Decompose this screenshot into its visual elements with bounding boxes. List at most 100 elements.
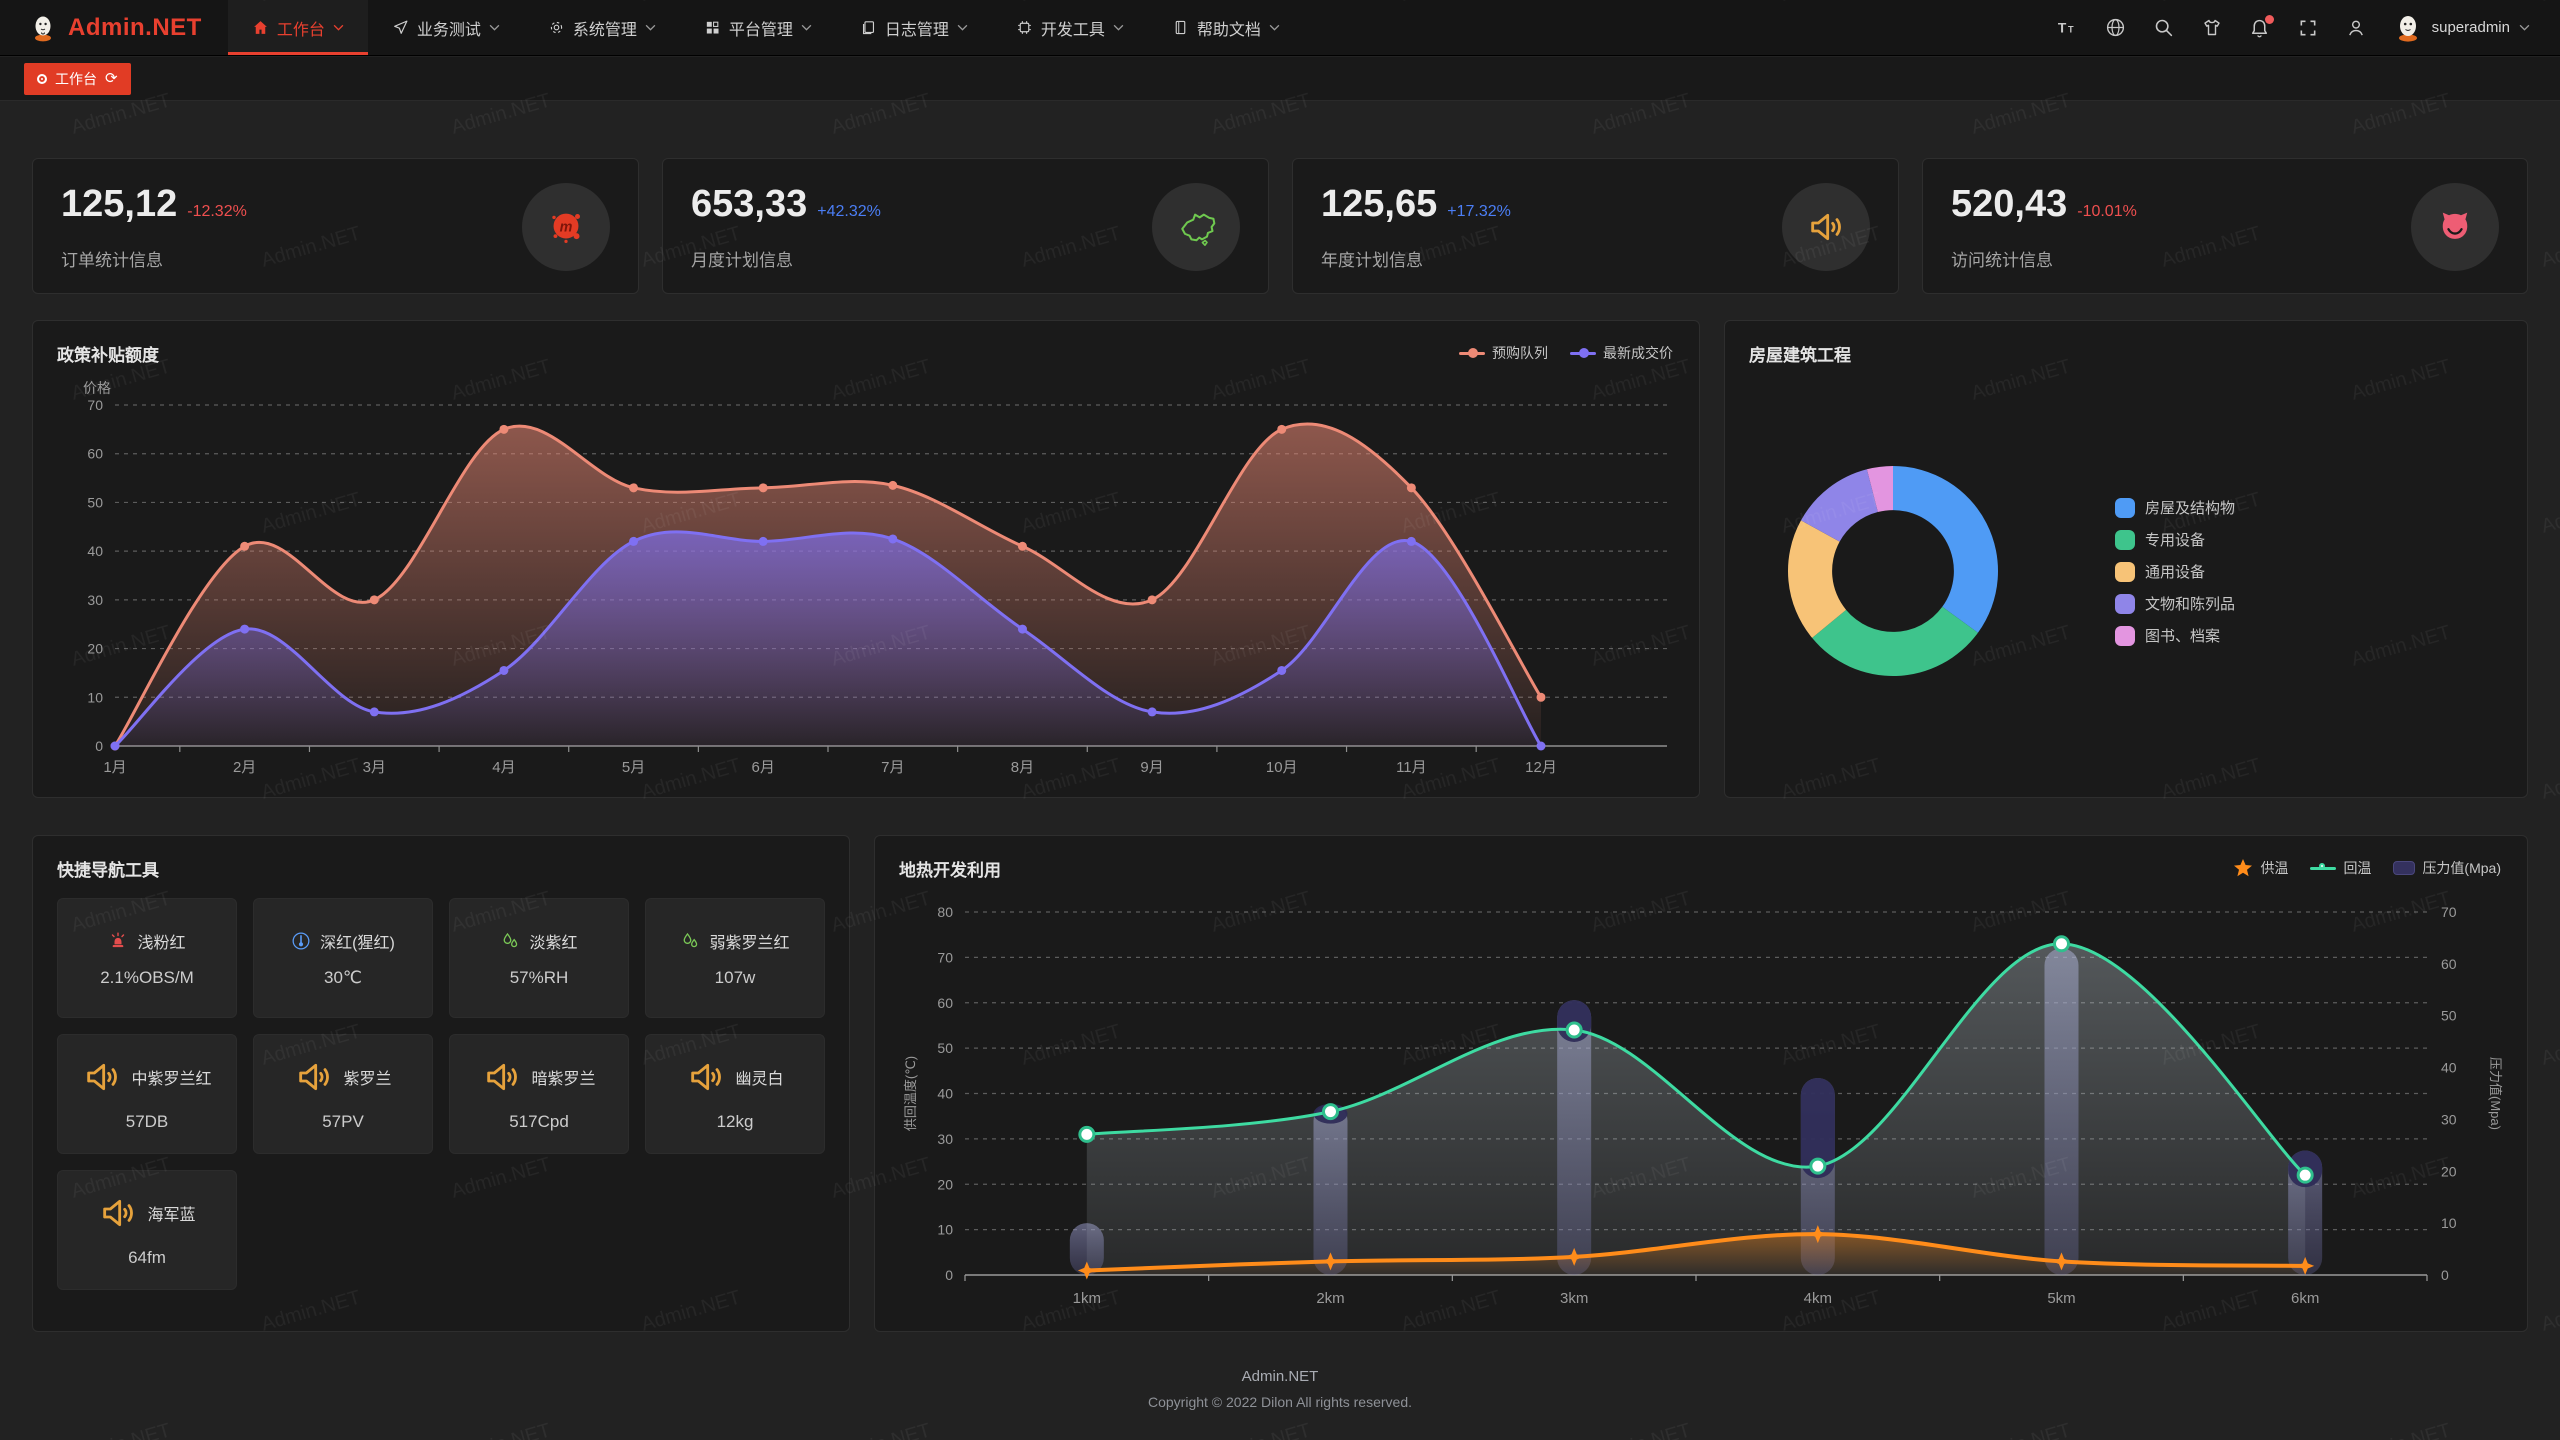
stat-value: 125,65 xyxy=(1321,183,1438,225)
svg-text:60: 60 xyxy=(87,446,103,462)
meetup-icon: m xyxy=(522,183,610,271)
svg-text:6km: 6km xyxy=(2291,1290,2319,1307)
area-chart-title: 政策补贴额度 xyxy=(57,346,159,365)
china-map-icon xyxy=(1152,183,1240,271)
book-icon xyxy=(1175,20,1186,35)
svg-text:10: 10 xyxy=(2441,1215,2457,1231)
svg-text:40: 40 xyxy=(2441,1060,2457,1076)
chevron-down-icon xyxy=(333,24,344,31)
humidity-icon xyxy=(680,931,700,951)
menu-item-dev-tools[interactable]: 开发工具 xyxy=(992,0,1148,55)
footer-app-name: Admin.NET xyxy=(1241,1368,1319,1385)
svg-text:T: T xyxy=(2058,20,2067,35)
svg-text:7月: 7月 xyxy=(881,759,904,776)
svg-text:0: 0 xyxy=(95,738,103,754)
speaker-icon xyxy=(686,1057,726,1097)
thermometer-icon xyxy=(291,931,311,951)
svg-text:3月: 3月 xyxy=(363,759,386,776)
top-navbar: Admin.NET 工作台 业务测试 系统管理 xyxy=(0,0,2560,56)
svg-text:0: 0 xyxy=(945,1267,953,1283)
mixed-chart: 0 10 20 30 40 50 60 70 80 0 10 20 30 40 50 60 70 供回温度(℃) 压… xyxy=(903,904,2503,1307)
tool-item[interactable]: 弱紫罗兰红 107w xyxy=(645,898,825,1018)
legend-item[interactable]: 回温 xyxy=(2310,858,2371,878)
pie-chart-legend: 房屋及结构物 专用设备通用设备文物和陈列品 图书、档案 xyxy=(2115,497,2235,646)
notification-badge xyxy=(2264,14,2274,24)
tool-item[interactable]: 淡紫红 57%RH xyxy=(449,898,629,1018)
legend-item[interactable]: 预购队列 xyxy=(1459,343,1548,363)
svg-text:1月: 1月 xyxy=(103,759,126,776)
chevron-down-icon xyxy=(1113,24,1124,31)
speaker-icon xyxy=(1782,183,1870,271)
tool-item[interactable]: 浅粉红 2.1%OBS/M xyxy=(57,898,237,1018)
avatar xyxy=(2398,15,2417,42)
tag-workbench[interactable]: 工作台 ⟳ xyxy=(24,62,131,95)
svg-text:30: 30 xyxy=(937,1131,953,1147)
menu-item-platform-mgmt[interactable]: 平台管理 xyxy=(680,0,836,55)
user-profile-icon[interactable] xyxy=(2345,17,2367,39)
svg-text:m: m xyxy=(560,219,573,235)
search-icon[interactable] xyxy=(2153,17,2175,39)
legend-item[interactable]: 压力值(Mpa) xyxy=(2393,858,2501,878)
language-icon[interactable] xyxy=(2105,17,2127,39)
tags-bar: 工作台 ⟳ xyxy=(0,57,2560,101)
tool-item[interactable]: 深红(猩红) 30℃ xyxy=(253,898,433,1018)
cat-icon xyxy=(2411,183,2499,271)
menu-item-log-mgmt[interactable]: 日志管理 xyxy=(836,0,992,55)
fullscreen-icon[interactable] xyxy=(2297,17,2319,39)
mixed-chart-legend: 供温 回温 压力值(Mpa) xyxy=(2233,858,2501,878)
stat-delta: -12.32% xyxy=(187,203,247,220)
speaker-icon xyxy=(482,1057,522,1097)
stat-card-yearly-plan: 125,65 +17.32% 年度计划信息 xyxy=(1292,158,1899,294)
tool-item[interactable]: 幽灵白 12kg xyxy=(645,1034,825,1154)
footer-copyright: Copyright © 2022 Dilon All rights reserv… xyxy=(1148,1394,1412,1410)
stat-label: 订单统计信息 xyxy=(61,251,163,270)
speaker-icon xyxy=(98,1193,138,1233)
legend-item[interactable]: 文物和陈列品 xyxy=(2115,593,2235,614)
theme-shirt-icon[interactable] xyxy=(2201,17,2223,39)
tool-item[interactable]: 海军蓝 64fm xyxy=(57,1170,237,1290)
gear-icon xyxy=(550,21,563,34)
menu-item-business-test[interactable]: 业务测试 xyxy=(368,0,524,55)
area-chart-card: 政策补贴额度 预购队列 最新成交价 0 10 20 30 40 50 60 70 价格 1月 2月 3月… xyxy=(32,320,1700,798)
svg-text:80: 80 xyxy=(937,904,953,920)
logo-mascot-icon xyxy=(35,16,51,41)
stat-delta: +42.32% xyxy=(817,203,881,220)
tag-refresh-icon[interactable]: ⟳ xyxy=(105,70,118,87)
app-logo[interactable]: Admin.NET xyxy=(0,0,228,55)
menu-item-workbench[interactable]: 工作台 xyxy=(227,0,368,55)
humidity-icon xyxy=(500,931,520,951)
svg-text:70: 70 xyxy=(2441,904,2457,920)
pie-chart-card: 房屋建筑工程 房屋及结构物 专用设备 通用设备 文物和陈列品 图书、档案 xyxy=(1724,320,2528,798)
legend-item[interactable]: 最新成交价 xyxy=(1570,343,1673,363)
legend-item[interactable]: 房屋及结构物 xyxy=(2115,497,2235,518)
legend-item[interactable]: 专用设备 xyxy=(2115,529,2235,550)
home-icon xyxy=(253,21,267,34)
svg-text:价格: 价格 xyxy=(83,381,111,396)
quick-nav-grid: 浅粉红 2.1%OBS/M 深红(猩红) 30℃ 淡紫红 57%RH 弱紫罗兰红… xyxy=(57,898,825,1290)
user-dropdown[interactable]: superadmin xyxy=(2393,13,2530,43)
stat-value: 520,43 xyxy=(1951,183,2068,225)
legend-item[interactable]: 供温 xyxy=(2233,858,2288,878)
menu-item-help-docs[interactable]: 帮助文档 xyxy=(1148,0,1304,55)
svg-text:2月: 2月 xyxy=(233,759,256,776)
stat-label: 访问统计信息 xyxy=(1951,251,2053,270)
svg-text:20: 20 xyxy=(2441,1163,2457,1179)
svg-text:70: 70 xyxy=(937,949,953,965)
page-footer: Admin.NET Copyright © 2022 Dilon All rig… xyxy=(0,1368,2560,1410)
tool-item[interactable]: 紫罗兰 57PV xyxy=(253,1034,433,1154)
svg-text:9月: 9月 xyxy=(1140,759,1163,776)
svg-text:40: 40 xyxy=(937,1086,953,1102)
legend-item[interactable]: 图书、档案 xyxy=(2115,625,2235,646)
tag-dot-icon xyxy=(37,73,47,84)
svg-text:60: 60 xyxy=(2441,956,2457,972)
menu-item-system-mgmt[interactable]: 系统管理 xyxy=(524,0,680,55)
svg-text:50: 50 xyxy=(937,1040,953,1056)
svg-text:8月: 8月 xyxy=(1011,759,1034,776)
stat-delta: -10.01% xyxy=(2077,203,2137,220)
speaker-icon xyxy=(294,1057,334,1097)
notification-bell-icon[interactable] xyxy=(2249,14,2274,39)
tool-item[interactable]: 暗紫罗兰 517Cpd xyxy=(449,1034,629,1154)
legend-item[interactable]: 通用设备 xyxy=(2115,561,2235,582)
tool-item[interactable]: 中紫罗兰红 57DB xyxy=(57,1034,237,1154)
